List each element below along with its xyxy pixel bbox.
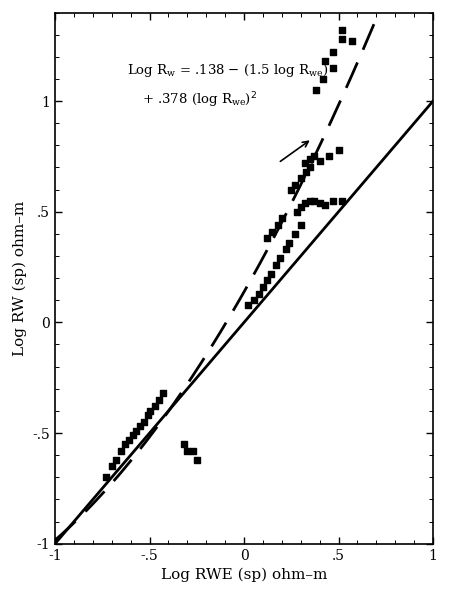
Point <box>256 289 263 298</box>
Point <box>244 300 252 309</box>
Point <box>180 439 187 449</box>
Point <box>263 275 270 285</box>
Point <box>320 74 327 84</box>
Point <box>140 417 148 427</box>
Point <box>269 227 276 236</box>
Text: Log R$_\mathregular{w}$ = .138 $-$ (1.5 log R$_\mathregular{we}$): Log R$_\mathregular{w}$ = .138 $-$ (1.5 … <box>127 62 328 79</box>
Point <box>144 411 151 420</box>
Point <box>303 167 310 177</box>
Point <box>335 145 342 155</box>
Point <box>250 296 257 305</box>
Point <box>122 439 129 449</box>
Point <box>292 180 299 190</box>
Point <box>263 233 270 243</box>
Point <box>288 185 295 195</box>
Point <box>273 260 280 270</box>
Point <box>155 395 162 405</box>
Point <box>310 152 318 161</box>
Point <box>152 402 159 411</box>
Point <box>339 196 346 205</box>
Point <box>339 35 346 44</box>
Point <box>184 446 191 456</box>
Point <box>189 446 197 456</box>
Point <box>278 214 285 223</box>
Point <box>306 196 314 205</box>
Point <box>322 201 329 210</box>
Point <box>322 57 329 66</box>
Point <box>325 152 333 161</box>
Point <box>301 198 308 208</box>
Point <box>329 63 337 73</box>
Point <box>348 36 356 46</box>
Point <box>316 198 323 208</box>
Point <box>301 158 308 168</box>
Point <box>108 462 115 471</box>
Y-axis label: Log RW (sp) ohm–m: Log RW (sp) ohm–m <box>13 201 27 356</box>
Point <box>136 422 144 431</box>
Point <box>297 202 304 212</box>
Text: + .378 (log R$_\mathregular{we}$)$^2$: + .378 (log R$_\mathregular{we}$)$^2$ <box>142 90 257 110</box>
Point <box>297 220 304 230</box>
Point <box>146 406 153 416</box>
Point <box>112 455 119 464</box>
Point <box>276 253 284 263</box>
Point <box>103 472 110 482</box>
Point <box>329 196 337 205</box>
Point <box>129 430 136 440</box>
Point <box>316 156 323 165</box>
Point <box>306 162 314 172</box>
Point <box>282 245 289 254</box>
Point <box>293 207 301 217</box>
Point <box>312 85 319 95</box>
Point <box>125 435 132 444</box>
Point <box>310 196 318 205</box>
Point <box>306 154 314 164</box>
Point <box>339 26 346 35</box>
X-axis label: Log RWE (sp) ohm–m: Log RWE (sp) ohm–m <box>161 568 327 583</box>
Point <box>292 229 299 239</box>
Point <box>286 238 293 248</box>
Point <box>329 48 337 57</box>
Point <box>297 174 304 183</box>
Point <box>117 446 125 456</box>
Point <box>274 220 282 230</box>
Point <box>193 455 200 464</box>
Point <box>133 426 140 436</box>
Point <box>259 282 266 292</box>
Point <box>159 389 166 398</box>
Point <box>267 269 274 278</box>
